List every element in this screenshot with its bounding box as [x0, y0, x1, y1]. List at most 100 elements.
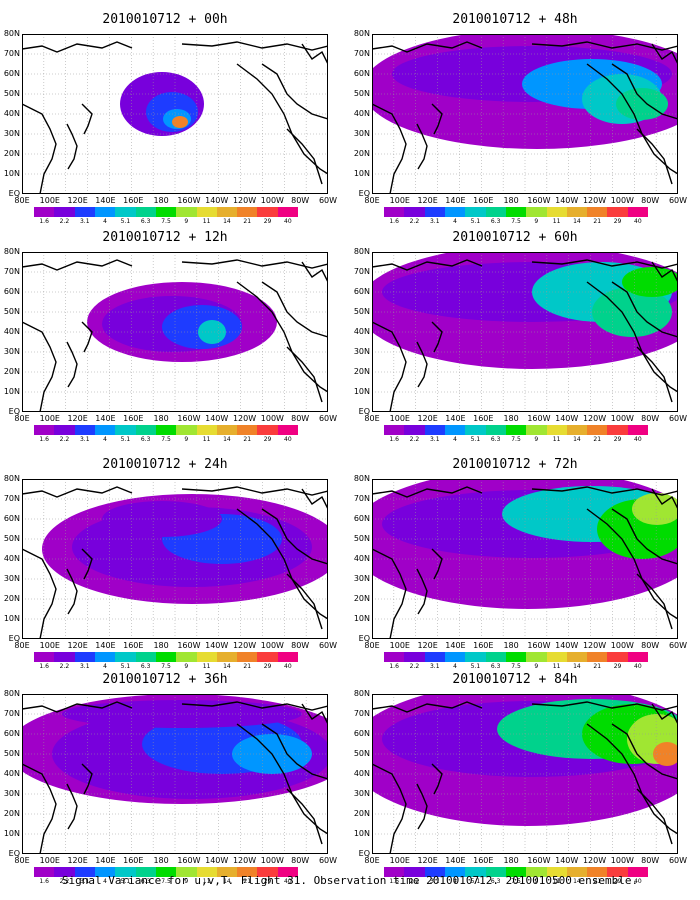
lat-label: 60N [353, 69, 370, 78]
colorbar-swatch [277, 425, 299, 435]
lat-label: 40N [353, 769, 370, 778]
lat-label: 70N [3, 49, 20, 58]
variance-shading [172, 116, 188, 128]
colorbar-swatch [526, 207, 547, 217]
colorbar-label: 29 [263, 663, 272, 670]
map-area [347, 469, 700, 640]
lon-label: 80W [641, 414, 660, 423]
colorbar-label: 29 [263, 436, 272, 443]
lat-label: 20N [3, 809, 20, 818]
colorbar-swatch [74, 425, 95, 435]
lon-label: 140W [205, 414, 229, 423]
panel-title: 2010010712 + 48h [452, 12, 578, 27]
coastline [66, 341, 78, 388]
colorbar-swatch [54, 207, 75, 217]
lon-label: 180 [503, 641, 519, 650]
lat-label: 80N [353, 29, 370, 38]
map-panel: 2010010712 + 48h 80N 70N 60N 50N 40N 30N 20N 10N… [350, 10, 700, 225]
colorbar-swatch [465, 867, 486, 877]
coastline [21, 321, 57, 413]
lat-label: 20N [3, 367, 20, 376]
colorbar-label: 1.6 [389, 878, 399, 885]
coastline [301, 488, 329, 510]
lon-label: 100W [610, 641, 634, 650]
colorbar-label: 4 [453, 878, 457, 885]
coastline [431, 548, 443, 580]
map-frame [372, 694, 678, 854]
colorbar [384, 867, 649, 877]
colorbar-label: 9 [534, 218, 539, 225]
colorbar-swatch [587, 652, 608, 662]
coastline [371, 321, 407, 413]
lat-label: 40N [3, 109, 20, 118]
colorbar-label: 40 [634, 878, 642, 885]
lon-label: 180 [153, 414, 169, 423]
colorbar-swatch [94, 207, 116, 217]
colorbar-label: 2.2 [59, 218, 70, 225]
colorbar-label: 2.2 [409, 663, 420, 670]
lat-label: 40N [353, 109, 370, 118]
coastline [416, 783, 428, 830]
colorbar-swatch [237, 867, 258, 877]
colorbar-swatch [424, 425, 445, 435]
colorbar-swatch [465, 425, 486, 435]
colorbar-swatch [404, 207, 425, 217]
colorbar-label: 7.5 [161, 878, 171, 885]
lat-label: 30N [3, 347, 20, 356]
colorbar-swatch [627, 867, 649, 877]
colorbar-label: 6.3 [490, 218, 501, 225]
colorbar-swatch [444, 867, 466, 877]
colorbar-swatch [627, 652, 649, 662]
lon-label: 180 [503, 196, 519, 205]
colorbar-swatch [34, 425, 55, 435]
colorbar-label: 6.3 [140, 663, 151, 670]
colorbar-label: 4 [453, 663, 457, 670]
colorbar-swatch [34, 207, 55, 217]
lon-label: 120W [232, 856, 257, 865]
coastline [261, 508, 329, 565]
colorbar-swatch [257, 425, 278, 435]
coastline [286, 346, 323, 403]
colorbar-swatch [384, 652, 405, 662]
lon-label: 120W [232, 641, 257, 650]
colorbar-label: 21 [593, 218, 602, 225]
colorbar-swatch [485, 425, 506, 435]
coastline [586, 63, 679, 175]
coastline [416, 123, 428, 170]
colorbar-swatch [566, 425, 588, 435]
colorbar-label: 4 [103, 218, 107, 225]
lat-label: 80N [3, 247, 20, 256]
colorbar-label: 9 [534, 663, 539, 670]
coastline [81, 548, 93, 580]
map-area [21, 33, 329, 195]
colorbar-swatch [546, 425, 567, 435]
lon-label: 140E [95, 641, 116, 650]
colorbar [34, 207, 299, 217]
colorbar-swatch [196, 867, 217, 877]
lat-label: 70N [353, 49, 370, 58]
lon-label: 180 [153, 856, 169, 865]
colorbar [34, 867, 299, 877]
colorbar-label: 2.2 [409, 878, 420, 885]
colorbar-label: 40 [284, 878, 292, 885]
variance-shading [632, 493, 682, 525]
coastline [431, 763, 443, 795]
lon-label: 120E [417, 856, 438, 865]
colorbar-swatch [155, 207, 177, 217]
lon-label: 140W [555, 196, 579, 205]
colorbar-swatch [485, 652, 506, 662]
colorbar-label: 14 [223, 663, 231, 670]
lon-label: 80E [14, 641, 30, 650]
colorbar-swatch [277, 207, 299, 217]
lon-label: 100W [610, 856, 634, 865]
lon-label: 80W [641, 641, 660, 650]
lat-label: 20N [3, 594, 20, 603]
colorbar-swatch [384, 207, 405, 217]
colorbar-swatch [627, 425, 649, 435]
map-svg [357, 245, 700, 413]
colorbar-swatch [196, 207, 217, 217]
coastline [636, 128, 673, 185]
colorbar-label: 5.1 [120, 663, 131, 670]
lon-label: 120E [417, 196, 438, 205]
colorbar [34, 425, 299, 435]
